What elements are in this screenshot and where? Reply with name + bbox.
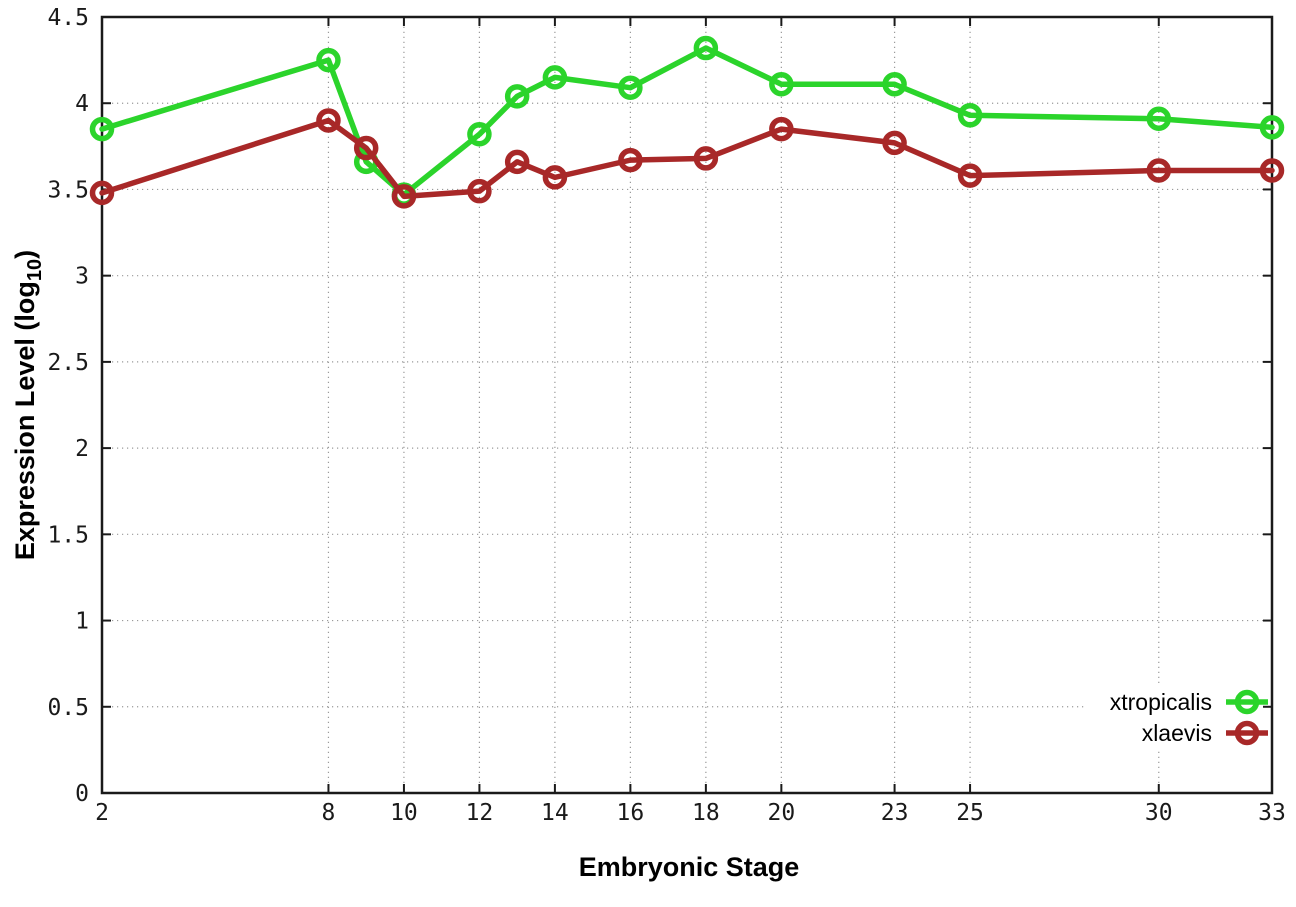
y-tick-label-4.5: 4.5	[47, 5, 89, 31]
legend-marker-xtropicalis	[1234, 689, 1260, 715]
x-tick-label-18: 18	[692, 800, 720, 826]
x-tick-label-30: 30	[1145, 800, 1173, 826]
marker-xlaevis-stage-18	[693, 146, 719, 171]
y-tick-label-0.5: 0.5	[47, 695, 89, 721]
marker-xtropicalis-stage-25	[957, 103, 983, 128]
marker-xlaevis-stage-8	[316, 108, 341, 133]
x-tick-label-23: 23	[881, 800, 909, 826]
marker-xtropicalis-stage-13	[504, 84, 530, 109]
x-tick-label-25: 25	[956, 800, 984, 826]
legend-marker-xlaevis	[1234, 720, 1260, 746]
x-tick-label-10: 10	[390, 800, 418, 826]
series-line-xlaevis	[99, 117, 1275, 200]
marker-xlaevis-stage-20	[769, 116, 794, 142]
y-tick-label-4: 4	[75, 91, 89, 117]
y-tick-label-0: 0	[75, 781, 89, 807]
y-tick-label-3: 3	[75, 264, 89, 290]
marker-xtropicalis-stage-23	[882, 72, 907, 97]
marker-xlaevis-stage-2	[89, 180, 115, 206]
marker-xlaevis-stage-10	[391, 184, 417, 209]
marker-xtropicalis-stage-12	[467, 122, 492, 147]
y-tick-label-2: 2	[75, 436, 89, 462]
plot-area: 0 0.5 1 1.5 2 2.5 3 3.5 4 4.5 2 8 10 12 14 16 18 20 23 25 30…	[47, 5, 1285, 826]
y-tick-label-3.5: 3.5	[47, 177, 89, 203]
x-tick-label-33: 33	[1258, 800, 1286, 826]
marker-xtropicalis-stage-30	[1146, 106, 1172, 131]
x-tick-label-14: 14	[541, 800, 569, 826]
marker-xtropicalis-stage-20	[769, 72, 794, 97]
x-tick-label-8: 8	[322, 800, 336, 826]
marker-xlaevis-stage-25	[957, 163, 983, 188]
marker-xtropicalis-stage-2	[89, 116, 115, 142]
marker-xtropicalis-stage-14	[542, 65, 568, 90]
marker-xtropicalis-stage-16	[618, 75, 643, 100]
y-tick-label-1.5: 1.5	[47, 522, 89, 548]
marker-xtropicalis-stage-18	[693, 35, 719, 61]
marker-xlaevis-stage-33	[1259, 158, 1285, 183]
plot-border	[100, 15, 1274, 795]
y-axis-title-main: Expression Level (log	[10, 281, 40, 560]
y-axis-title: Expression Level (log10)	[10, 250, 46, 560]
x-axis-title: Embryonic Stage	[579, 852, 800, 882]
x-tick-label-16: 16	[617, 800, 645, 826]
marker-xlaevis-stage-30	[1146, 158, 1172, 183]
x-tick-label-2: 2	[95, 800, 109, 826]
x-tick-label-20: 20	[768, 800, 796, 826]
marker-xlaevis-stage-14	[542, 165, 568, 190]
marker-xlaevis-stage-16	[618, 147, 643, 173]
marker-xlaevis-stage-23	[882, 130, 907, 156]
y-tick-label-2.5: 2.5	[47, 350, 89, 376]
y-axis-title-subscript: 10	[24, 259, 46, 281]
x-tick-label-12: 12	[466, 800, 494, 826]
y-axis-title-close: )	[10, 250, 40, 259]
marker-xlaevis-stage-9	[353, 135, 379, 161]
y-tick-label-1: 1	[75, 609, 89, 635]
marker-xtropicalis-stage-8	[316, 47, 341, 73]
legend-label-xlaevis: xlaevis	[1142, 720, 1212, 746]
marker-xtropicalis-stage-33	[1259, 115, 1285, 140]
marker-xlaevis-stage-13	[504, 149, 530, 175]
marker-xlaevis-stage-12	[467, 178, 492, 204]
legend-label-xtropicalis: xtropicalis	[1110, 689, 1212, 715]
